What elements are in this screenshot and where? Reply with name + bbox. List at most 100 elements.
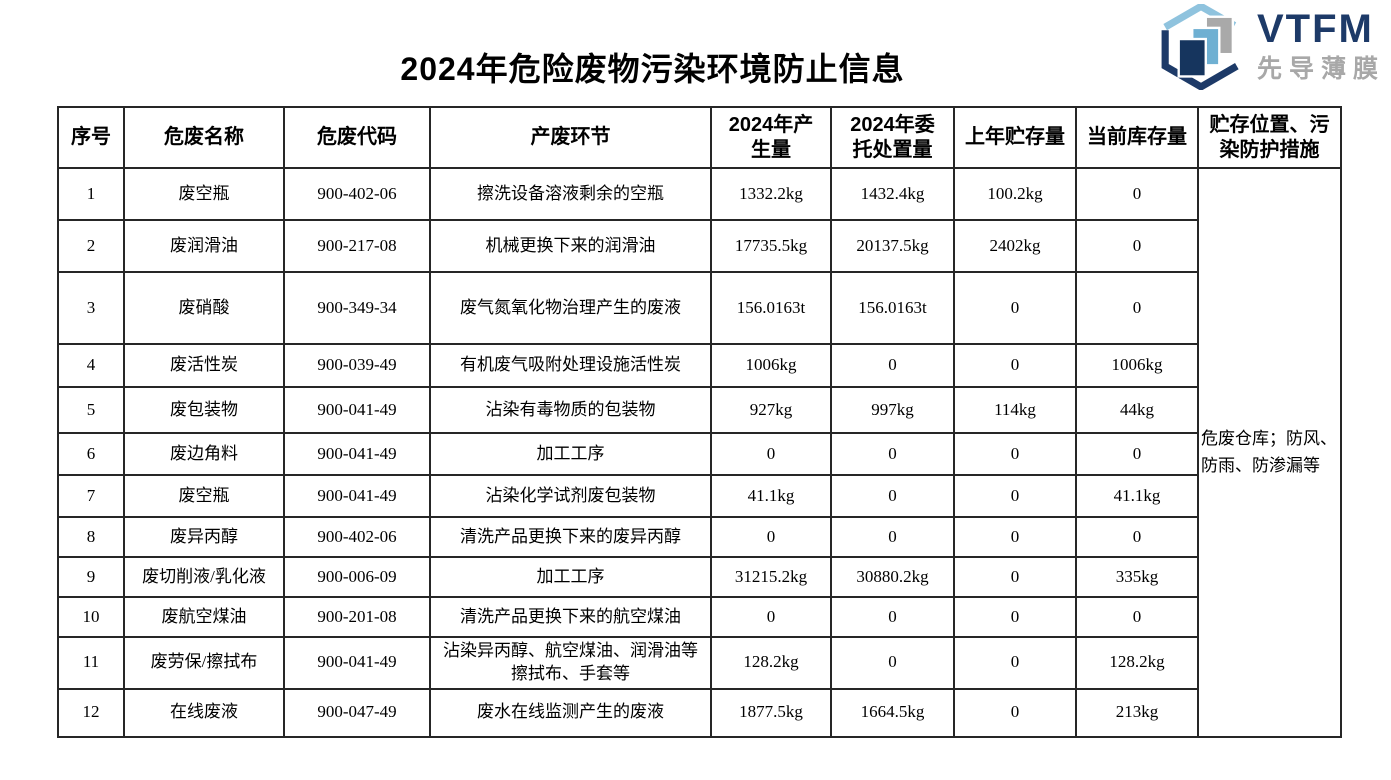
logo-brand-text: VTFM (1256, 6, 1374, 51)
disposed-2024-cell: 0 (830, 636, 955, 690)
waste-name-cell: 废切削液/乳化液 (123, 556, 285, 598)
prev-storage-cell: 0 (953, 516, 1077, 558)
table-header-row: 序号 危废名称 危废代码 产废环节 2024年产生量 2024年委托处置量 上年… (57, 106, 1342, 169)
waste-stage-cell: 清洗产品更换下来的废异丙醇 (429, 516, 712, 558)
current-stock-cell: 44kg (1075, 386, 1199, 434)
page-title: 2024年危险废物污染环境防止信息 (400, 51, 905, 87)
disposed-2024-cell: 997kg (830, 386, 955, 434)
waste-stage-cell: 沾染化学试剂废包装物 (429, 474, 712, 518)
header-waste-name: 危废名称 (123, 106, 285, 169)
waste-stage-cell: 加工工序 (429, 556, 712, 598)
disposed-2024-cell: 30880.2kg (830, 556, 955, 598)
current-stock-cell: 0 (1075, 271, 1199, 345)
table-row: 8 废异丙醇 900-402-06 清洗产品更换下来的废异丙醇 0 0 0 0 (57, 516, 1341, 558)
row-number-cell: 9 (57, 556, 125, 598)
produced-2024-cell: 1332.2kg (710, 167, 832, 221)
table-row: 2 废润滑油 900-217-08 机械更换下来的润滑油 17735.5kg 20137.… (57, 219, 1341, 273)
header-storage-measures: 贮存位置、污染防护措施 (1197, 106, 1342, 169)
waste-name-cell: 废包装物 (123, 386, 285, 434)
waste-code-cell: 900-402-06 (283, 167, 431, 221)
waste-name-cell: 废边角料 (123, 432, 285, 476)
waste-code-cell: 900-041-49 (283, 474, 431, 518)
current-stock-cell: 1006kg (1075, 343, 1199, 388)
produced-2024-cell: 0 (710, 432, 832, 476)
table-row: 6 废边角料 900-041-49 加工工序 0 0 0 0 (57, 432, 1341, 476)
waste-code-cell: 900-006-09 (283, 556, 431, 598)
disposed-2024-cell: 0 (830, 516, 955, 558)
table-row: 9 废切削液/乳化液 900-006-09 加工工序 31215.2kg 30880.2k… (57, 556, 1341, 598)
prev-storage-cell: 0 (953, 687, 1077, 738)
waste-stage-cell: 加工工序 (429, 432, 712, 476)
prev-storage-cell: 0 (953, 271, 1077, 345)
waste-name-cell: 废硝酸 (123, 271, 285, 345)
current-stock-cell: 0 (1075, 167, 1199, 221)
waste-code-cell: 900-041-49 (283, 636, 431, 690)
header-serial-no: 序号 (57, 106, 125, 169)
hexagon-layers-icon (1151, 4, 1251, 90)
prev-storage-cell: 114kg (953, 386, 1077, 434)
current-stock-cell: 128.2kg (1075, 636, 1199, 690)
header-prev-storage: 上年贮存量 (953, 106, 1077, 169)
prev-storage-cell: 2402kg (953, 219, 1077, 273)
produced-2024-cell: 927kg (710, 386, 832, 434)
produced-2024-cell: 17735.5kg (710, 219, 832, 273)
produced-2024-cell: 31215.2kg (710, 556, 832, 598)
disposed-2024-cell: 156.0163t (830, 271, 955, 345)
prev-storage-cell: 0 (953, 556, 1077, 598)
table-row: 4 废活性炭 900-039-49 有机废气吸附处理设施活性炭 1006kg 0 0 1006… (57, 343, 1341, 388)
logo-subtitle-text: 先导薄膜 (1256, 54, 1385, 83)
disposed-2024-cell: 1432.4kg (830, 167, 955, 221)
table-row: 1 废空瓶 900-402-06 擦洗设备溶液剩余的空瓶 1332.2kg 1432.4k… (57, 167, 1342, 738)
waste-stage-cell: 沾染异丙醇、航空煤油、润滑油等擦拭布、手套等 (429, 636, 712, 690)
table-row: 7 废空瓶 900-041-49 沾染化学试剂废包装物 41.1kg 0 0 41.1kg (57, 474, 1341, 518)
table-row: 5 废包装物 900-041-49 沾染有毒物质的包装物 927kg 997kg 114kg… (57, 386, 1341, 434)
waste-code-cell: 900-217-08 (283, 219, 431, 273)
waste-code-cell: 900-039-49 (283, 343, 431, 388)
header-produced-2024: 2024年产生量 (710, 106, 832, 169)
current-stock-cell: 0 (1075, 219, 1199, 273)
header-waste-stage: 产废环节 (429, 106, 712, 169)
logo-text: VTFM 先导薄膜 (1256, 6, 1385, 85)
produced-2024-cell: 1877.5kg (710, 687, 832, 738)
produced-2024-cell: 41.1kg (710, 474, 832, 518)
prev-storage-cell: 0 (953, 343, 1077, 388)
waste-code-cell: 900-041-49 (283, 432, 431, 476)
row-number-cell: 7 (57, 474, 125, 518)
waste-stage-cell: 清洗产品更换下来的航空煤油 (429, 596, 712, 638)
waste-stage-cell: 擦洗设备溶液剩余的空瓶 (429, 167, 712, 221)
row-number-cell: 12 (57, 687, 125, 738)
waste-stage-cell: 沾染有毒物质的包装物 (429, 386, 712, 434)
waste-stage-cell: 有机废气吸附处理设施活性炭 (429, 343, 712, 388)
row-number-cell: 2 (57, 219, 125, 273)
waste-code-cell: 900-047-49 (283, 687, 431, 738)
current-stock-cell: 0 (1075, 432, 1199, 476)
disposed-2024-cell: 0 (830, 432, 955, 476)
current-stock-cell: 41.1kg (1075, 474, 1199, 518)
header-disposed-2024: 2024年委托处置量 (830, 106, 955, 169)
header-current-stock: 当前库存量 (1075, 106, 1199, 169)
table-row: 10 废航空煤油 900-201-08 清洗产品更换下来的航空煤油 0 0 0 0 (57, 596, 1341, 638)
produced-2024-cell: 1006kg (710, 343, 832, 388)
disposed-2024-cell: 0 (830, 343, 955, 388)
produced-2024-cell: 0 (710, 596, 832, 638)
waste-code-cell: 900-349-34 (283, 271, 431, 345)
table-row: 11 废劳保/擦拭布 900-041-49 沾染异丙醇、航空煤油、润滑油等擦拭布、手套… (57, 636, 1341, 690)
prev-storage-cell: 0 (953, 596, 1077, 638)
waste-name-cell: 废异丙醇 (123, 516, 285, 558)
waste-name-cell: 在线废液 (123, 687, 285, 738)
row-number-cell: 10 (57, 596, 125, 638)
header-waste-code: 危废代码 (283, 106, 431, 169)
company-logo: VTFM 先导薄膜 (1151, 4, 1385, 90)
waste-name-cell: 废劳保/擦拭布 (123, 636, 285, 690)
waste-name-cell: 废润滑油 (123, 219, 285, 273)
produced-2024-cell: 0 (710, 516, 832, 558)
row-number-cell: 3 (57, 271, 125, 345)
disposed-2024-cell: 1664.5kg (830, 687, 955, 738)
waste-stage-cell: 废气氮氧化物治理产生的废液 (429, 271, 712, 345)
produced-2024-cell: 156.0163t (710, 271, 832, 345)
row-number-cell: 5 (57, 386, 125, 434)
table-row: 12 在线废液 900-047-49 废水在线监测产生的废液 1877.5kg 1664.… (57, 687, 1341, 738)
row-number-cell: 8 (57, 516, 125, 558)
prev-storage-cell: 0 (953, 432, 1077, 476)
waste-code-cell: 900-201-08 (283, 596, 431, 638)
